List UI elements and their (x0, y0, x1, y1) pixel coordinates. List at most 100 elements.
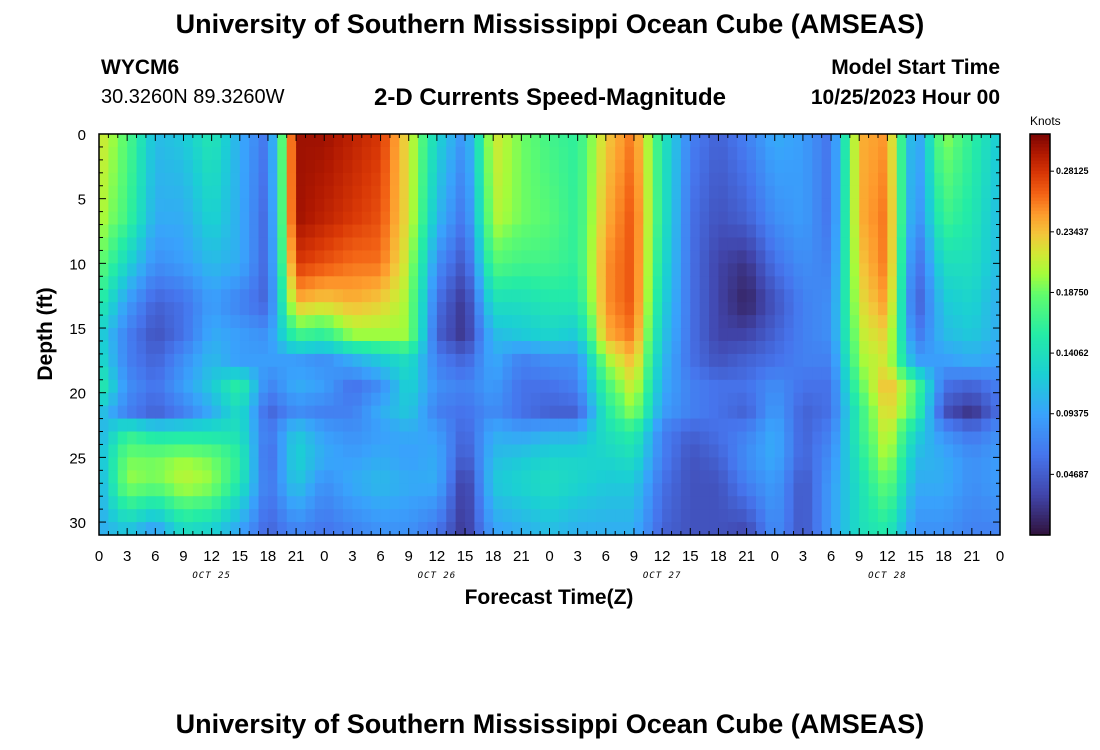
heatmap-cell (455, 418, 466, 433)
heatmap-cell (990, 172, 1001, 187)
heatmap-cell (605, 146, 616, 161)
heatmap-cell (540, 353, 551, 368)
heatmap-cell (183, 185, 194, 200)
heatmap-cell (971, 470, 982, 484)
heatmap-cell (943, 172, 954, 187)
heatmap-cell (436, 379, 447, 394)
heatmap-cell (887, 405, 898, 420)
heatmap-cell (896, 457, 907, 471)
heatmap-cell (802, 263, 813, 277)
heatmap-cell (221, 340, 231, 355)
heatmap-cell (774, 496, 785, 510)
heatmap-cell (136, 353, 147, 368)
heatmap-cell (887, 328, 898, 342)
heatmap-cell (408, 496, 419, 510)
heatmap-cell (990, 302, 1001, 316)
heatmap-cell (399, 289, 410, 303)
heatmap-cell (662, 289, 673, 303)
heatmap-cell (99, 405, 109, 420)
heatmap-cell (737, 470, 748, 484)
heatmap-cell (652, 470, 663, 484)
heatmap-cell (990, 134, 1001, 148)
heatmap-cell (784, 457, 795, 471)
heatmap-cell (493, 134, 504, 148)
heatmap-cell (324, 302, 335, 316)
heatmap-cell (934, 134, 945, 148)
heatmap-cell (371, 134, 382, 148)
heatmap-cell (821, 522, 832, 536)
heatmap-cell (249, 185, 260, 200)
heatmap-cell (230, 134, 241, 148)
model-start-value: 10/25/2023 Hour 00 (810, 86, 1000, 109)
heatmap-cell (399, 134, 410, 148)
heatmap-cell (436, 185, 447, 200)
heatmap-cell (821, 276, 832, 290)
heatmap-cell (352, 250, 363, 264)
heatmap-cell (906, 315, 917, 329)
heatmap-cell (812, 250, 823, 264)
heatmap-cell (953, 159, 964, 174)
heatmap-cell (314, 509, 325, 523)
heatmap-cell (924, 146, 935, 161)
heatmap-cell (446, 211, 457, 226)
heatmap-cell (943, 159, 954, 174)
heatmap-cell (690, 159, 701, 174)
heatmap-cell (943, 483, 954, 497)
heatmap-cell (239, 522, 250, 536)
heatmap-cell (258, 431, 269, 446)
heatmap-cell (802, 146, 813, 161)
heatmap-cell (596, 328, 607, 342)
heatmap-cell (896, 263, 907, 277)
heatmap-cell (380, 276, 391, 290)
heatmap-cell (230, 379, 241, 394)
heatmap-cell (446, 250, 457, 264)
heatmap-cell (671, 289, 682, 303)
heatmap-cell (859, 146, 870, 161)
heatmap-cell (831, 159, 842, 174)
heatmap-cell (230, 224, 241, 239)
heatmap-cell (680, 250, 691, 264)
heatmap-cell (549, 250, 560, 264)
heatmap-cell (831, 366, 842, 381)
heatmap-cell (145, 237, 156, 252)
heatmap-cell (802, 353, 813, 368)
heatmap-cell (671, 366, 682, 381)
heatmap-cell (709, 237, 720, 252)
heatmap-cell (690, 276, 701, 290)
heatmap-cell (145, 496, 156, 510)
heatmap-cell (361, 185, 372, 200)
heatmap-cell (399, 457, 410, 471)
heatmap-cell (690, 444, 701, 458)
heatmap-cell (831, 496, 842, 510)
heatmap-cell (530, 496, 541, 510)
heatmap-cell (174, 224, 185, 239)
heatmap-cell (709, 444, 720, 458)
heatmap-cell (380, 263, 391, 277)
heatmap-cell (164, 224, 175, 239)
heatmap-cell (249, 198, 260, 213)
heatmap-cell (418, 198, 429, 213)
heatmap-cell (540, 276, 551, 290)
heatmap-cell (502, 457, 513, 471)
heatmap-cell (924, 315, 935, 329)
heatmap-cell (305, 146, 316, 161)
heatmap-cell (474, 224, 485, 239)
heatmap-cell (183, 172, 194, 187)
heatmap-cell (774, 172, 785, 187)
heatmap-cell (605, 289, 616, 303)
heatmap-cell (296, 276, 307, 290)
heatmap-cell (521, 340, 532, 355)
heatmap-cell (493, 509, 504, 523)
colorbar-swatch (1030, 471, 1050, 476)
heatmap-cell (652, 457, 663, 471)
heatmap-cell (258, 134, 269, 148)
heatmap-cell (211, 431, 222, 446)
heatmap-cell (812, 172, 823, 187)
heatmap-cell (868, 250, 879, 264)
heatmap-cell (943, 444, 954, 458)
heatmap-cell (164, 496, 175, 510)
heatmap-cell (755, 185, 766, 200)
heatmap-cell (127, 172, 138, 187)
heatmap-cell (314, 328, 325, 342)
heatmap-cell (239, 457, 250, 471)
